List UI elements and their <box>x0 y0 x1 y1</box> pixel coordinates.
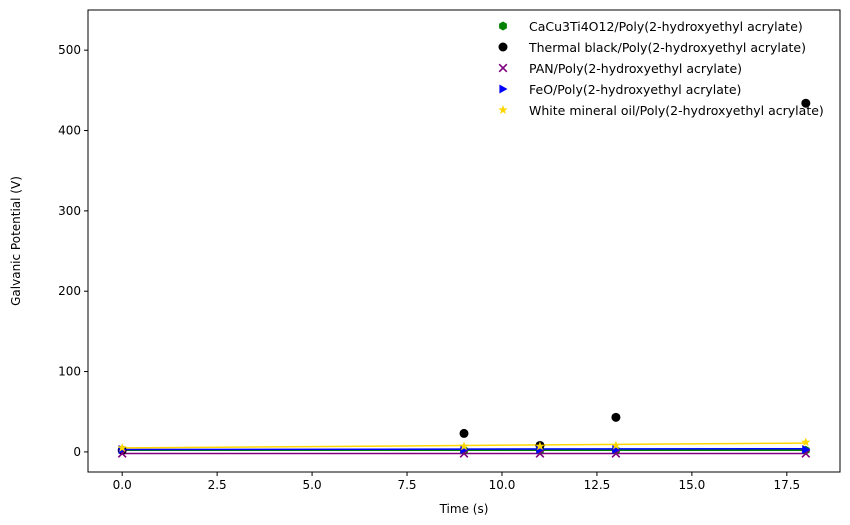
data-point-series-3 <box>802 445 811 455</box>
legend-label: PAN/Poly(2-hydroxyethyl acrylate) <box>529 61 742 76</box>
data-point-series-4 <box>535 441 545 451</box>
legend-label: White mineral oil/Poly(2-hydroxyethyl ac… <box>529 103 824 118</box>
legend-marker <box>499 84 508 94</box>
y-tick-label: 500 <box>58 43 81 57</box>
data-point-series-4 <box>117 442 127 452</box>
data-point-series-1 <box>459 428 469 438</box>
y-tick-label: 300 <box>58 204 81 218</box>
legend-marker <box>498 63 508 73</box>
y-tick-label: 200 <box>58 284 81 298</box>
legend-label: FeO/Poly(2-hydroxyethyl acrylate) <box>529 82 741 97</box>
data-point-series-4 <box>459 441 469 451</box>
plot-area <box>87 9 841 473</box>
x-tick-label: 2.5 <box>208 478 227 492</box>
y-axis-label: Galvanic Potential (V) <box>9 176 23 306</box>
legend-marker <box>498 105 508 114</box>
legend-marker <box>499 21 507 31</box>
x-tick-label: 12.5 <box>584 478 611 492</box>
y-tick-label: 0 <box>73 445 81 459</box>
axis-ticks: 0.0 2.5 5.0 7.5 10.0 12.5 15.0 17.5 0 100 200 300 40… <box>58 43 800 492</box>
x-tick-label: 17.5 <box>773 478 800 492</box>
y-tick-label: 100 <box>58 365 81 379</box>
x-tick-label: 10.0 <box>489 478 516 492</box>
legend: CaCu3Ti4O12/Poly(2-hydroxyethyl acrylate… <box>498 19 824 118</box>
y-tick-label: 400 <box>58 124 81 138</box>
x-tick-label: 5.0 <box>303 478 322 492</box>
data-point-series-1 <box>801 98 811 108</box>
data-point-series-4 <box>611 440 621 450</box>
data-point-series-4 <box>801 437 811 447</box>
data-points <box>117 98 811 458</box>
plot-frame <box>87 9 841 473</box>
x-tick-label: 7.5 <box>397 478 416 492</box>
data-point-series-1 <box>611 412 621 422</box>
x-tick-label: 0.0 <box>113 478 132 492</box>
x-tick-label: 15.0 <box>679 478 706 492</box>
legend-label: Thermal black/Poly(2-hydroxyethyl acryla… <box>528 40 806 55</box>
legend-marker <box>498 42 508 52</box>
legend-label: CaCu3Ti4O12/Poly(2-hydroxyethyl acrylate… <box>529 19 803 34</box>
x-axis-label: Time (s) <box>439 502 489 516</box>
